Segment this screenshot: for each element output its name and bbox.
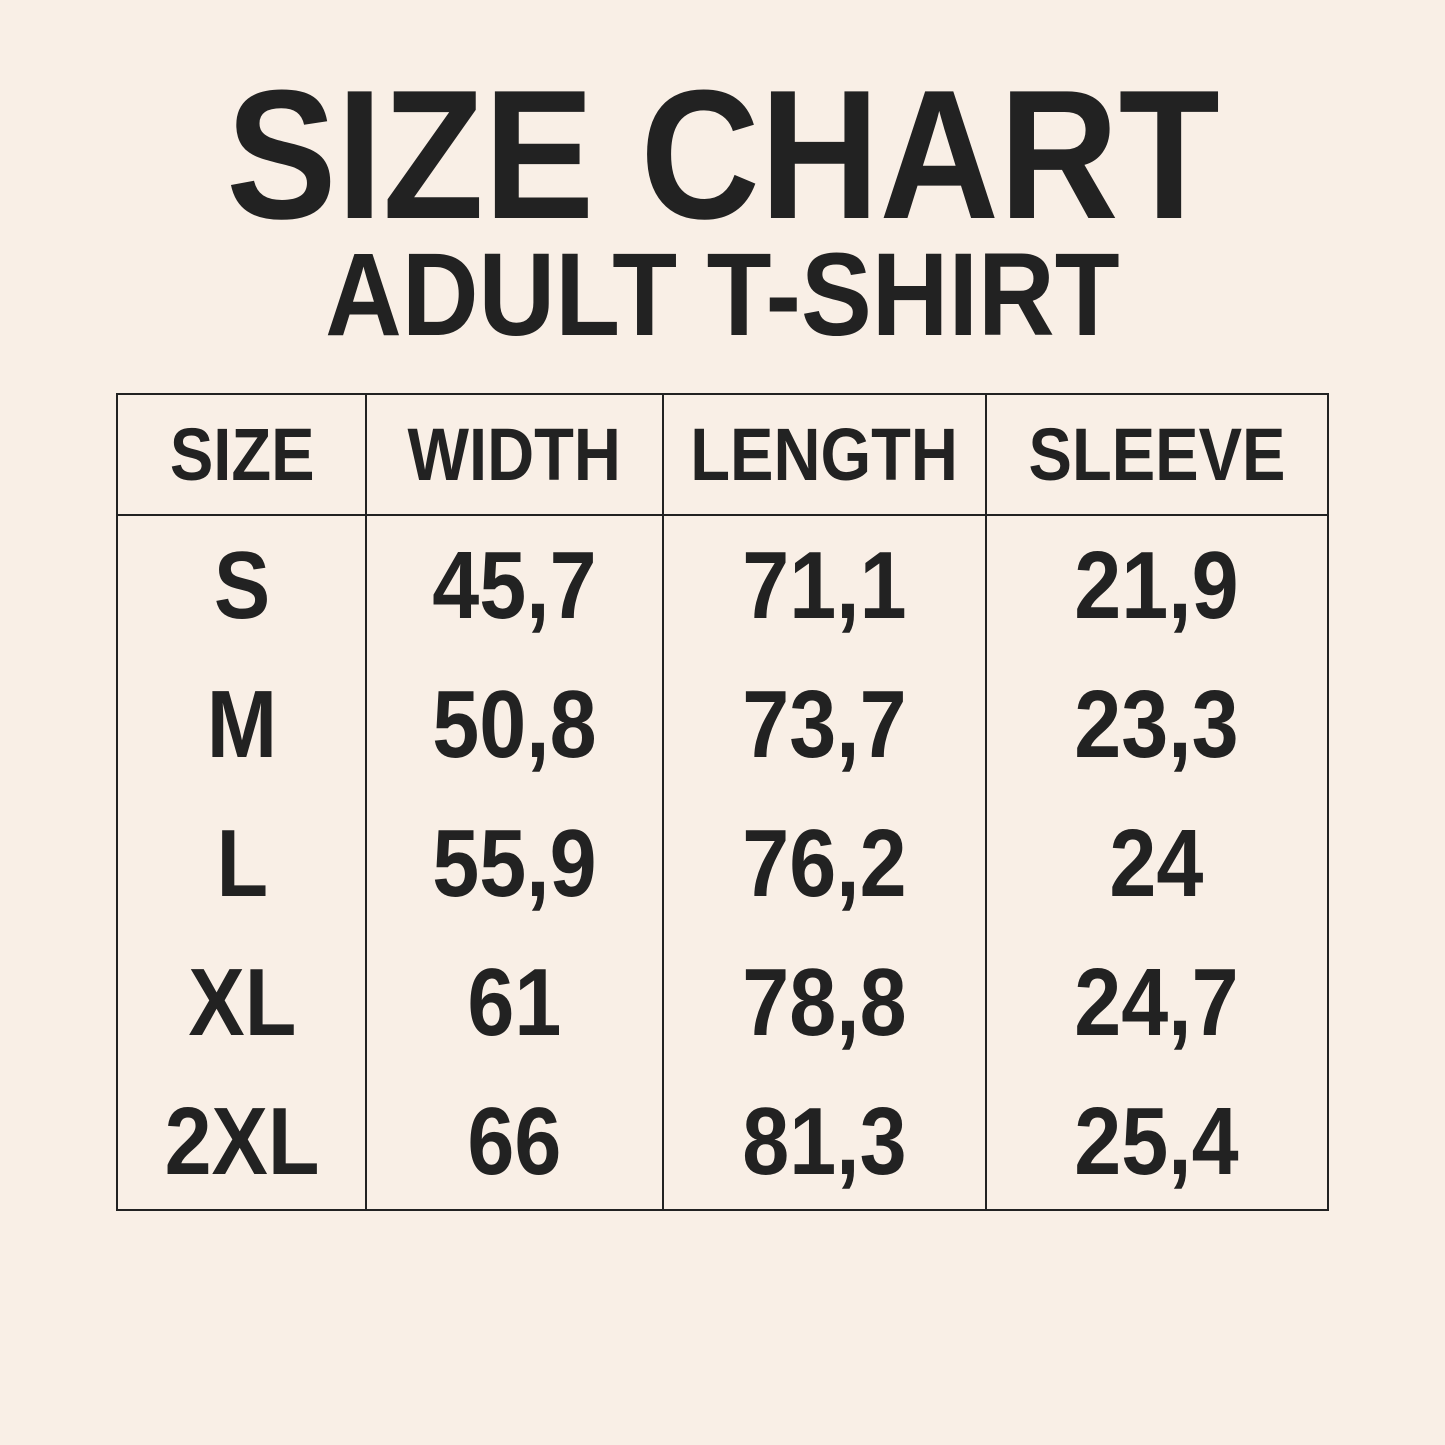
table-cell-text: 24,7 [1074,949,1239,1056]
table-cell: 45,7 [366,516,663,656]
column-header: SIZE [118,395,366,515]
table-cell-text: 81,3 [742,1088,907,1195]
table-cell: 78,8 [663,933,986,1073]
table-cell: M [118,655,366,795]
table-cell-text: 23,3 [1074,671,1239,778]
table-cell-text: M [206,671,278,778]
table-cell: 55,9 [366,794,663,934]
table-cell: 61 [366,933,663,1073]
column-header: SLEEVE [986,395,1327,515]
table-cell: 73,7 [663,655,986,795]
table-cell-text: 2XL [164,1088,320,1195]
table-cell-text: 61 [467,949,562,1056]
table-cell-text: 25,4 [1074,1088,1239,1195]
page-subtitle: ADULT T-SHIRT [0,236,1445,354]
table-cell-text: 71,1 [742,532,907,639]
column-divider [662,395,664,1209]
column-header: LENGTH [663,395,986,515]
table-cell-text: 78,8 [742,949,907,1056]
page-title: SIZE CHART [0,62,1445,246]
table-cell-text: S [213,532,271,639]
table-cell-text: 73,7 [742,671,907,778]
header-divider [118,514,1327,516]
table-cell-text: 76,2 [742,810,907,917]
table-cell-text: 21,9 [1074,532,1239,639]
table-cell-text: L [216,810,268,917]
column-header-text: WIDTH [407,413,622,496]
table-cell: 81,3 [663,1072,986,1212]
table-cell: 66 [366,1072,663,1212]
table-cell: 24 [986,794,1327,934]
column-divider [985,395,987,1209]
table-cell: 24,7 [986,933,1327,1073]
title-text: SIZE CHART [225,51,1220,257]
size-table: SIZE WIDTH LENGTH SLEEVE S 45,7 71,1 21,9 M 50,8 7… [116,393,1329,1211]
table-cell: S [118,516,366,656]
table-cell: XL [118,933,366,1073]
table-cell-text: 66 [467,1088,562,1195]
table-cell-text: 24 [1109,810,1204,917]
column-header: WIDTH [366,395,663,515]
table-cell-text: XL [188,949,296,1056]
column-header-text: SIZE [169,413,315,496]
table-cell-text: 55,9 [432,810,597,917]
table-cell-text: 50,8 [432,671,597,778]
table-cell: 50,8 [366,655,663,795]
table-cell-text: 45,7 [432,532,597,639]
table-cell: 2XL [118,1072,366,1212]
table-cell: 21,9 [986,516,1327,656]
table-cell: 76,2 [663,794,986,934]
column-divider [365,395,367,1209]
column-header-text: SLEEVE [1028,413,1285,496]
table-cell: 25,4 [986,1072,1327,1212]
column-header-text: LENGTH [690,413,959,496]
table-cell: 71,1 [663,516,986,656]
subtitle-text: ADULT T-SHIRT [325,229,1120,361]
table-cell: 23,3 [986,655,1327,795]
table-cell: L [118,794,366,934]
